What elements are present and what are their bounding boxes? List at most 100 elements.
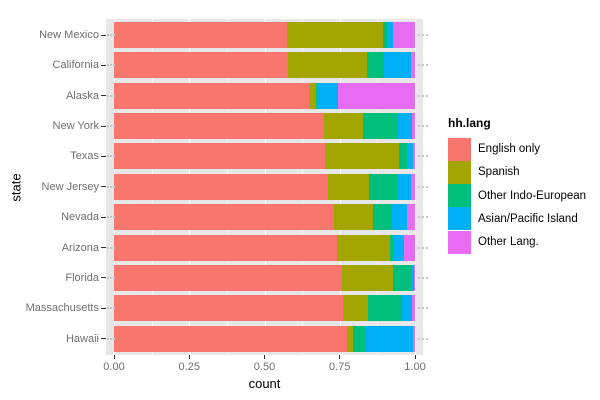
tick-dot xyxy=(107,34,109,36)
bar-segment xyxy=(286,22,384,48)
y-axis-label: Nevada xyxy=(61,211,99,224)
bar-row xyxy=(114,264,415,291)
x-tick xyxy=(414,355,416,359)
legend-item-label: Spanish xyxy=(478,166,520,179)
bar-segment xyxy=(287,52,367,79)
tick-dot xyxy=(426,125,428,128)
tick-dot xyxy=(418,155,420,158)
y-axis-label: Arizona xyxy=(61,241,99,254)
tick-dot xyxy=(113,155,115,158)
bar-segment xyxy=(114,173,329,200)
tick-dot xyxy=(422,276,424,279)
bar-row xyxy=(114,234,415,261)
bar-row xyxy=(114,204,415,231)
y-tick xyxy=(101,186,106,188)
y-tick xyxy=(101,338,106,340)
x-tick xyxy=(188,355,190,359)
y-axis-label: Alaska xyxy=(65,89,99,102)
tick-dot xyxy=(110,64,112,67)
bar-segment xyxy=(392,22,415,48)
legend-key-swatch xyxy=(448,230,471,254)
bar-segment xyxy=(114,52,288,79)
bar-segment xyxy=(373,204,393,231)
tick-dot xyxy=(113,34,115,36)
bar-segment xyxy=(114,234,338,261)
bar-segment xyxy=(114,264,342,291)
tick-dot xyxy=(113,337,115,340)
tick-dot xyxy=(107,216,109,219)
tick-dot xyxy=(426,276,428,279)
y-tick xyxy=(101,64,106,66)
y-tick xyxy=(101,34,106,36)
bar-row xyxy=(114,143,415,170)
tick-dot xyxy=(426,185,428,188)
tick-dot xyxy=(422,337,424,340)
y-tick xyxy=(101,247,106,249)
bar-segment xyxy=(397,173,412,200)
tick-dot xyxy=(107,246,109,249)
bar-segment xyxy=(315,82,318,109)
tick-dot xyxy=(110,34,112,36)
bar-segment xyxy=(325,143,400,170)
y-axis-label: Texas xyxy=(70,150,99,163)
legend-key-swatch xyxy=(448,207,471,231)
bar-segment xyxy=(410,264,414,291)
bar-segment xyxy=(369,173,398,200)
x-axis-tick-label: 0.50 xyxy=(253,361,276,373)
y-tick xyxy=(101,307,106,309)
tick-dot xyxy=(110,216,112,219)
bar-segment xyxy=(383,22,389,48)
y-tick xyxy=(101,216,106,218)
tick-dot xyxy=(113,64,115,67)
tick-dot xyxy=(418,276,420,279)
tick-dot xyxy=(418,246,420,249)
bar-segment xyxy=(406,204,415,231)
tick-dot xyxy=(113,94,115,97)
y-tick xyxy=(101,155,106,157)
bar-segment xyxy=(413,264,415,291)
bar-segment xyxy=(411,52,415,79)
tick-dot xyxy=(107,64,109,67)
tick-dot xyxy=(113,276,115,279)
bar-row xyxy=(114,52,415,79)
tick-dot xyxy=(422,307,424,310)
legend-title: hh.lang xyxy=(448,116,491,130)
tick-dot xyxy=(418,307,420,310)
legend-key-swatch xyxy=(448,184,471,208)
tick-dot xyxy=(426,216,428,219)
y-axis-label: California xyxy=(52,59,99,72)
bar-row xyxy=(114,325,415,352)
tick-dot xyxy=(110,94,112,97)
bar-segment xyxy=(337,234,390,261)
bar-segment xyxy=(343,295,369,322)
tick-dot xyxy=(107,125,109,128)
x-tick xyxy=(113,355,115,359)
bar-segment xyxy=(399,143,407,170)
bar-segment xyxy=(368,295,402,322)
x-axis-title: count xyxy=(248,376,281,391)
y-tick xyxy=(101,277,106,279)
tick-dot xyxy=(107,276,109,279)
x-axis-tick-label: 1.00 xyxy=(404,361,426,373)
bar-segment xyxy=(413,325,415,352)
tick-dot xyxy=(110,276,112,279)
bar-row xyxy=(114,22,415,48)
legend-item-label: English only xyxy=(478,143,541,155)
tick-dot xyxy=(422,34,424,36)
bar-row xyxy=(114,82,415,109)
bar-segment xyxy=(114,325,348,352)
tick-dot xyxy=(422,246,424,249)
tick-dot xyxy=(418,337,420,340)
bar-segment xyxy=(401,295,412,322)
tick-dot xyxy=(107,337,109,340)
tick-dot xyxy=(422,185,424,188)
tick-dot xyxy=(113,125,115,128)
tick-dot xyxy=(426,64,428,67)
legend-item-label: Asian/Pacific Island xyxy=(478,212,578,225)
tick-dot xyxy=(113,185,115,188)
y-axis-label: Hawaii xyxy=(65,332,99,345)
tick-dot xyxy=(107,185,109,188)
bar-segment xyxy=(324,113,364,140)
tick-dot xyxy=(422,125,424,128)
